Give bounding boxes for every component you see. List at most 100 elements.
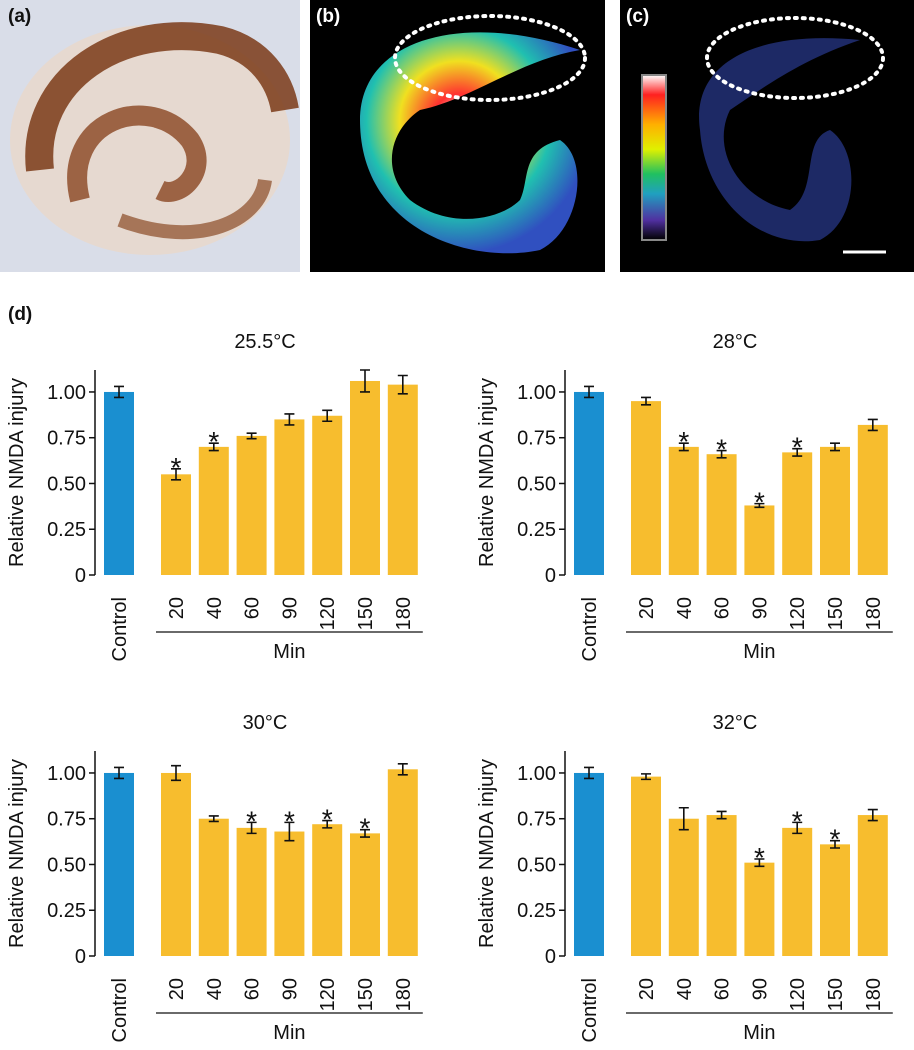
error-bar	[246, 432, 257, 440]
panel-label: (d)	[8, 304, 32, 325]
x-tick-label: 90	[279, 978, 301, 1000]
x-tick-label: 120	[787, 978, 809, 1011]
bar	[820, 446, 850, 575]
error-bar	[678, 806, 689, 831]
bar	[104, 772, 134, 956]
y-tick-label: 1.00	[517, 763, 556, 785]
y-axis-label: Relative NMDA injury	[6, 378, 28, 567]
error-bar	[792, 447, 803, 457]
bar	[782, 452, 813, 575]
x-tick-label: 180	[393, 978, 415, 1011]
error-bar	[830, 839, 840, 849]
x-axis-label: Min	[273, 641, 305, 663]
error-bar	[397, 763, 408, 776]
x-tick-label: 60	[712, 978, 734, 1000]
error-bar	[114, 766, 124, 780]
y-tick-label: 1.00	[517, 382, 556, 404]
error-bar	[284, 413, 295, 426]
error-bar	[208, 442, 219, 452]
error-bar	[208, 815, 219, 823]
y-axis-label: Relative NMDA injury	[476, 759, 498, 948]
error-bar	[754, 858, 765, 868]
bar	[161, 772, 191, 956]
x-tick-label: Control	[579, 597, 601, 661]
chart-title: 25.5°C	[234, 331, 295, 353]
x-tick-label: 180	[863, 597, 885, 630]
error-bar	[584, 766, 594, 780]
x-tick-label: 60	[242, 597, 264, 619]
error-bar	[246, 821, 257, 835]
y-tick-label: 0.25	[517, 519, 556, 541]
x-tick-label: 150	[825, 978, 847, 1011]
significance-marker: *	[792, 805, 803, 836]
significance-marker: *	[171, 452, 182, 483]
bar	[236, 827, 267, 956]
bar	[782, 827, 813, 956]
significance-marker: *	[246, 805, 257, 836]
y-tick-label: 0.50	[47, 854, 86, 876]
x-tick-label: Control	[109, 597, 131, 661]
error-bar	[754, 502, 765, 509]
bar	[631, 401, 661, 575]
y-tick-label: 1.00	[47, 382, 86, 404]
x-tick-label: 150	[355, 597, 377, 630]
error-bar	[867, 808, 878, 822]
significance-marker: *	[754, 842, 765, 873]
x-tick-label: 90	[749, 978, 771, 1000]
y-tick-label: 0.75	[47, 428, 86, 450]
y-tick-label: 0.75	[517, 428, 556, 450]
significance-marker: *	[716, 434, 727, 465]
bar	[104, 391, 134, 575]
x-tick-label: 20	[636, 597, 658, 619]
panel-label: (a)	[8, 6, 31, 27]
x-tick-label: 150	[825, 597, 847, 630]
y-axis-label: Relative NMDA injury	[476, 378, 498, 567]
x-tick-label: 180	[863, 978, 885, 1011]
y-tick-label: 0	[545, 565, 556, 587]
bar	[350, 833, 380, 956]
x-tick-label: 40	[204, 597, 226, 619]
bar	[744, 862, 775, 956]
bar	[857, 815, 888, 956]
y-tick-label: 0.75	[517, 809, 556, 831]
bar	[631, 776, 661, 956]
significance-marker: *	[754, 487, 765, 518]
tissue-b	[360, 14, 587, 254]
x-tick-label: 20	[636, 978, 658, 1000]
error-bar	[830, 442, 840, 452]
bar	[820, 844, 850, 956]
bar	[161, 474, 191, 575]
error-bar	[641, 396, 651, 406]
bar	[274, 419, 305, 575]
error-bar	[641, 773, 651, 781]
bar	[387, 384, 418, 575]
significance-marker: *	[208, 426, 219, 457]
bar	[387, 769, 418, 956]
tissue-c	[641, 16, 886, 254]
bar	[236, 435, 267, 575]
x-tick-label: 40	[204, 978, 226, 1000]
error-bar	[360, 828, 370, 838]
x-tick-label: Control	[109, 978, 131, 1042]
error-bar	[171, 764, 181, 782]
bar	[668, 446, 699, 575]
y-tick-label: 0.25	[47, 900, 86, 922]
tissue-a	[10, 22, 299, 255]
x-tick-label: 120	[787, 597, 809, 630]
y-tick-label: 0.50	[47, 473, 86, 495]
significance-marker: *	[284, 805, 295, 836]
bar	[706, 815, 737, 956]
y-tick-label: 0.50	[517, 473, 556, 495]
error-bar	[114, 385, 124, 399]
x-tick-label: 120	[317, 597, 339, 630]
x-tick-label: 40	[674, 978, 696, 1000]
bar	[312, 824, 343, 956]
x-tick-label: 40	[674, 597, 696, 619]
error-bar	[867, 418, 878, 432]
x-tick-label: 150	[355, 978, 377, 1011]
y-tick-label: 0.50	[517, 854, 556, 876]
bar	[574, 391, 604, 575]
significance-marker: *	[830, 824, 841, 855]
significance-marker: *	[322, 804, 333, 835]
